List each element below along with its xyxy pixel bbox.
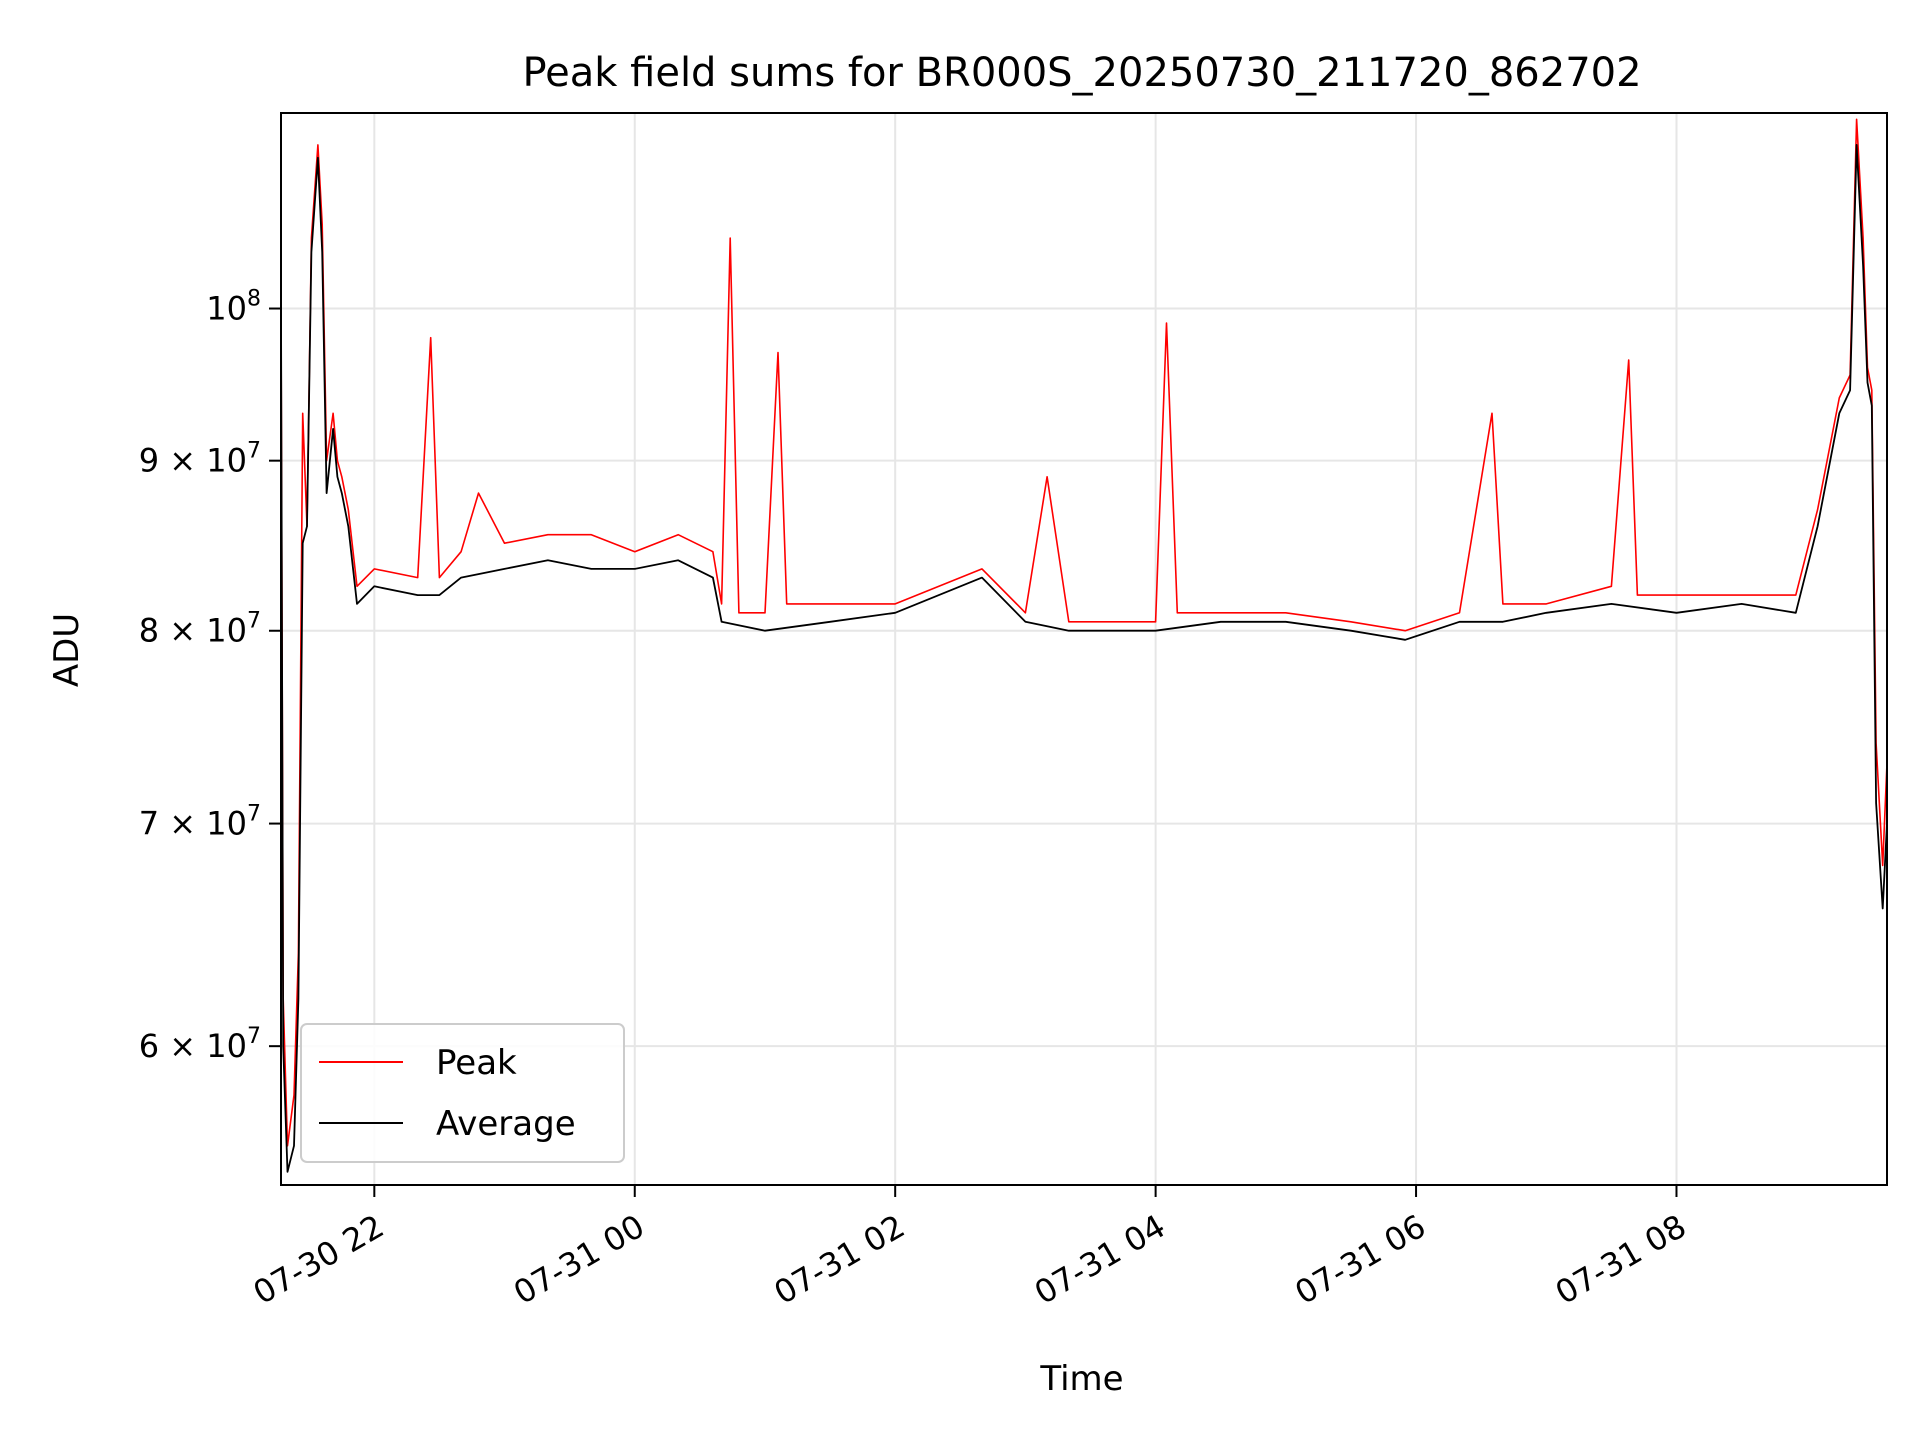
y-tick-exponent: 8 [247,287,261,312]
legend-box [300,1023,625,1163]
y-tick-exponent: 7 [247,1024,261,1049]
series-line-average [281,144,1887,1173]
x-axis: 07-30 22 07-31 00 07-31 02 07-31 04 07-31 06… [247,1185,1693,1312]
y-tick-mantissa: 10 [206,290,247,328]
plot-frame [280,112,1888,1186]
x-tick-label: 07-30 22 [247,1207,391,1312]
y-tick-exponent: 7 [247,609,261,634]
y-tick-label: 108 [206,287,261,328]
y-tick-mantissa: 6 × 10 [139,1027,247,1065]
y-tick-label: 7 × 107 [139,802,261,843]
y-tick-label: 8 × 107 [139,609,261,650]
legend-label-average: Average [436,1104,576,1144]
y-tick-exponent: 7 [247,802,261,827]
x-tick-label: 07-31 00 [507,1207,651,1312]
y-tick-mantissa: 9 × 10 [139,442,247,480]
x-axis-label: Time [1039,1359,1123,1399]
x-tick-label: 07-31 06 [1288,1207,1432,1312]
y-tick-mantissa: 7 × 10 [139,805,247,843]
legend-label-peak: Peak [436,1043,517,1083]
legend: Peak Average [300,1023,625,1163]
x-tick-label: 07-31 04 [1028,1207,1172,1312]
y-tick-label: 9 × 107 [139,439,261,480]
series-line-peak [281,118,1887,1147]
y-tick-exponent: 7 [247,439,261,464]
x-tick-label: 07-31 02 [768,1207,912,1312]
chart-title: Peak field sums for BR000S_20250730_2117… [522,50,1641,96]
y-tick-mantissa: 8 × 10 [139,612,247,650]
series-lines [281,118,1887,1173]
x-tick-label: 07-31 08 [1549,1207,1693,1312]
y-axis-label: ADU [47,613,87,687]
y-tick-label: 6 × 107 [139,1024,261,1065]
